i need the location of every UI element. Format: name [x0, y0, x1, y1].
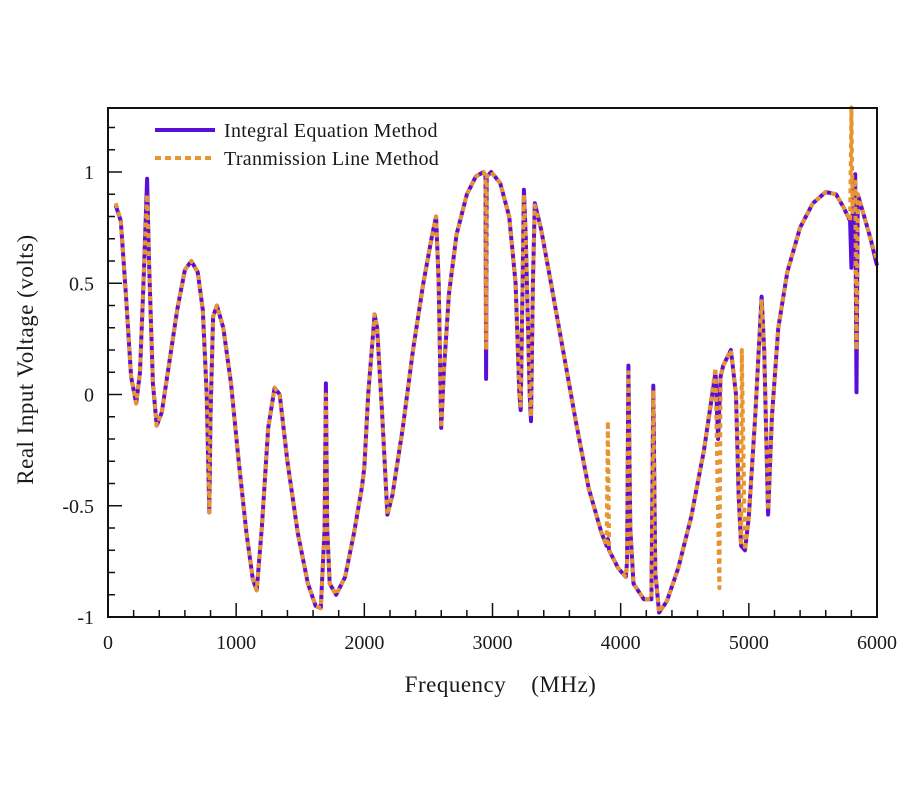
y-tick-label: -0.5 [62, 496, 94, 518]
series-transmission-line-line [113, 105, 879, 615]
x-tick-label: 6000 [857, 632, 897, 654]
legend-label-transmission-line: Tranmission Line Method [224, 148, 439, 170]
y-tick-label: 1 [84, 162, 94, 184]
x-tick-label: 4000 [601, 632, 641, 654]
x-tick-label: 3000 [473, 632, 513, 654]
x-tick-label: 1000 [216, 632, 256, 654]
x-tick-label: 0 [103, 632, 113, 654]
series-layer [113, 105, 879, 615]
y-tick-label: -1 [77, 607, 94, 629]
x-tick-label: 5000 [729, 632, 769, 654]
x-tick-label: 2000 [344, 632, 384, 654]
y-axis-title: Real Input Voltage (volts) [13, 234, 38, 484]
legend: Integral Equation Method Tranmission Lin… [155, 120, 439, 170]
tick-labels: 0 1000 2000 3000 4000 5000 6000 -1 -0.5 0 0.5 1 [62, 162, 897, 654]
y-tick-label: 0.5 [69, 273, 94, 295]
y-tick-label: 0 [84, 385, 94, 407]
x-axis-title: Frequency (MHz) [405, 672, 597, 697]
legend-label-integral-equation: Integral Equation Method [224, 120, 438, 142]
plot-frame [107, 107, 878, 618]
axis-ticks [107, 126, 878, 618]
